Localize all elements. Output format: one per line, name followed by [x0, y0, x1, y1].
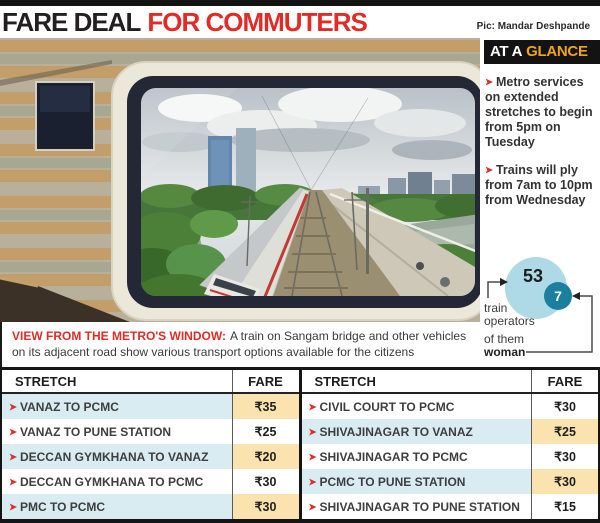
connector-lines	[487, 281, 593, 353]
glance-title-white: AT A	[490, 43, 523, 60]
train	[199, 187, 310, 296]
stretch-header: STRETCH	[314, 373, 376, 389]
fare-header: FARE	[231, 370, 299, 393]
bullet-arrow-icon: ➤	[485, 165, 493, 176]
table-row: ➤ PCMC TO PUNE STATION ₹30	[301, 469, 598, 495]
fare-table-left: STRETCH FARE ➤ VANAZ TO PCMC ₹35 ➤ VANAZ T…	[2, 370, 299, 519]
table-header-row: STRETCH FARE	[2, 370, 299, 393]
bullet-arrow-icon: ➤	[485, 77, 493, 88]
glance-bullet: ➤ Metro services on extended stretches to…	[485, 75, 598, 150]
stretch-label: DECCAN GYMKHANA TO PCMC	[19, 474, 204, 489]
bullet-arrow-icon: ➤	[308, 426, 317, 438]
at-a-glance-header: AT A GLANCE	[484, 40, 600, 64]
stretch-label: PCMC TO PUNE STATION	[319, 474, 466, 489]
stat-label-operators: train operators	[484, 301, 535, 328]
bullet-arrow-icon: ➤	[9, 401, 17, 413]
interior-ledge	[0, 278, 130, 322]
photo-credit: Pic: Mandar Deshpande	[476, 21, 590, 32]
stretch-header: STRETCH	[15, 373, 77, 389]
fare-value: ₹30	[231, 494, 299, 519]
title-black-part: FARE DEAL	[2, 7, 141, 37]
bullet-arrow-icon: ➤	[9, 451, 17, 463]
fare-value: ₹25	[231, 419, 299, 445]
title-red-part: FOR COMMUTERS	[147, 7, 368, 37]
stretch-label: CIVIL COURT TO PCMC	[319, 399, 455, 414]
fare-value: ₹30	[531, 469, 598, 495]
table-header-row: STRETCH FARE	[301, 370, 598, 393]
bullet-text: Metro services on extended stretches to …	[485, 75, 593, 149]
fare-table: STRETCH FARE ➤ VANAZ TO PCMC ₹35 ➤ VANAZ T…	[0, 367, 600, 523]
road-bridge	[322, 188, 475, 296]
stretch-label: DECCAN GYMKHANA TO VANAZ	[19, 449, 209, 464]
stretch-label: SHIVAJINAGAR TO PUNE STATION	[319, 499, 520, 514]
bullet-arrow-icon: ➤	[308, 401, 317, 413]
fare-value: ₹15	[531, 494, 598, 519]
glance-bullets: ➤ Metro services on extended stretches to…	[485, 75, 598, 221]
bullet-arrow-icon: ➤	[9, 501, 17, 513]
bullet-arrow-icon: ➤	[308, 501, 317, 513]
arrowhead-to-women	[572, 292, 580, 300]
bullet-text: Trains will ply from 7am to 10pm from We…	[485, 163, 593, 207]
clouds	[142, 88, 472, 160]
caption-text: A train on Sangam bridge and other vehic…	[12, 329, 467, 360]
bullet-arrow-icon: ➤	[9, 426, 17, 438]
women-operators-value: 7	[554, 288, 562, 304]
table-row: ➤ SHIVAJINAGAR TO VANAZ ₹25	[301, 419, 598, 445]
table-row: ➤ VANAZ TO PUNE STATION ₹25	[2, 419, 299, 445]
fare-value: ₹25	[531, 419, 598, 445]
arrowhead-to-total	[500, 278, 508, 286]
table-row: ➤ SHIVAJINAGAR TO PCMC ₹30	[302, 444, 598, 470]
table-row: ➤ CIVIL COURT TO PCMC ₹30	[302, 393, 598, 420]
table-row: ➤ SHIVAJINAGAR TO PUNE STATION ₹15	[302, 494, 598, 519]
stretch-label: VANAZ TO PCMC	[19, 399, 119, 414]
fare-value: ₹35	[231, 393, 299, 420]
table-row: ➤ DECCAN GYMKHANA TO PCMC ₹30	[2, 469, 299, 495]
fare-value: ₹30	[231, 469, 299, 495]
catenary-poles	[241, 95, 369, 274]
stat-label-of-them: of them	[484, 332, 525, 346]
bullet-arrow-icon: ➤	[308, 476, 317, 488]
page-title: FARE DEAL FOR COMMUTERS	[2, 7, 368, 38]
fare-value: ₹30	[531, 393, 598, 420]
total-operators-value: 53	[523, 266, 543, 286]
stretch-label: SHIVAJINAGAR TO PCMC	[319, 449, 468, 464]
women-operators-circle	[544, 282, 572, 310]
top-rule	[0, 0, 600, 6]
at-a-glance-sidebar: AT A GLANCE ➤ Metro services on extended s…	[480, 38, 600, 367]
bullet-arrow-icon: ➤	[308, 451, 317, 463]
table-row: ➤ VANAZ TO PCMC ₹35	[2, 393, 299, 420]
table-divider	[298, 370, 302, 519]
fare-table-right: STRETCH FARE ➤ CIVIL COURT TO PCMC ₹30 ➤ S…	[301, 370, 598, 519]
stretch-label: SHIVAJINAGAR TO VANAZ	[319, 424, 473, 439]
fare-header: FARE	[531, 370, 598, 393]
fare-value: ₹20	[231, 444, 299, 470]
stretch-label: PMC TO PCMC	[19, 499, 106, 514]
glance-title-yellow: GLANCE	[526, 43, 588, 60]
table-row: ➤ PMC TO PCMC ₹30	[2, 494, 299, 519]
fare-value: ₹30	[531, 444, 598, 470]
table-row: ➤ DECCAN GYMKHANA TO VANAZ ₹20	[2, 444, 299, 470]
window-view	[141, 88, 475, 296]
stretch-label: VANAZ TO PUNE STATION	[19, 424, 172, 439]
glance-bullet: ➤ Trains will ply from 7am to 10pm from W…	[485, 163, 598, 208]
metro-window-photo	[0, 38, 480, 322]
photo-caption: VIEW FROM THE METRO'S WINDOW: A train on …	[0, 322, 480, 367]
operators-stat-graphic: 53 7	[487, 257, 593, 353]
bullet-arrow-icon: ➤	[9, 476, 17, 488]
caption-lead: VIEW FROM THE METRO'S WINDOW:	[12, 329, 226, 343]
stat-label-woman: woman	[484, 345, 526, 359]
